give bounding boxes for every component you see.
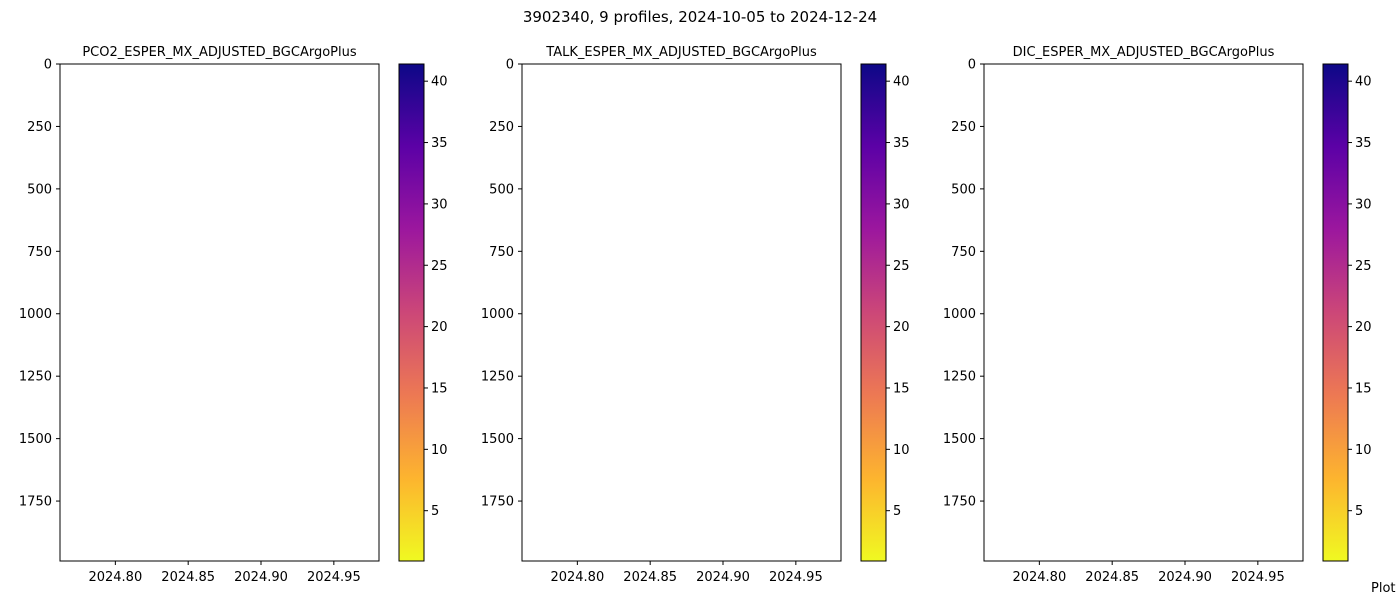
colorbar-tick-label: 40: [431, 75, 448, 90]
x-tick-label: 2024.80: [1012, 570, 1066, 585]
colorbar-tick-label: 40: [1355, 75, 1372, 90]
colorbar-tick-label: 10: [893, 443, 910, 458]
colorbar-scale: [1322, 63, 1349, 562]
colorbar-tick-label: 20: [1355, 320, 1372, 335]
colorbar-tick-label: 20: [893, 320, 910, 335]
panel-3: DIC_ESPER_MX_ADJUSTED_BGCArgoPlus 0 250 500…: [943, 45, 1372, 585]
colorbar-tick-label: 30: [893, 197, 910, 212]
y-tick-label: 250: [27, 120, 52, 135]
y-tick-label: 750: [489, 245, 514, 260]
y-tick-label: 1750: [481, 495, 514, 510]
footer-text: Plot: [1371, 581, 1396, 596]
colorbar-tick-label: 20: [431, 320, 448, 335]
x-tick-label: 2024.80: [88, 570, 142, 585]
y-tick-label: 750: [951, 245, 976, 260]
y-tick-label: 1250: [19, 370, 52, 385]
x-tick-label: 2024.95: [1231, 570, 1285, 585]
x-tick-label: 2024.95: [307, 570, 361, 585]
y-tick-label: 1250: [481, 370, 514, 385]
y-tick-label: 1500: [19, 432, 52, 447]
colorbar-tick-label: 5: [431, 504, 439, 519]
colorbar-tick-label: 35: [893, 136, 910, 151]
panel-1: PCO2_ESPER_MX_ADJUSTED_BGCArgoPlus 0 250 50…: [19, 45, 448, 585]
colorbar-tick-label: 15: [431, 381, 448, 396]
y-tick-label: 500: [27, 182, 52, 197]
panel-2: TALK_ESPER_MX_ADJUSTED_BGCArgoPlus 0 250 50…: [481, 45, 910, 585]
colorbar-tick-label: 5: [1355, 504, 1363, 519]
colorbar-tick-label: 30: [1355, 197, 1372, 212]
figure-title: 3902340, 9 profiles, 2024-10-05 to 2024-…: [522, 8, 878, 26]
y-tick-label: 0: [44, 58, 52, 73]
x-tick-label: 2024.90: [234, 570, 288, 585]
colorbar-tick-label: 25: [431, 259, 448, 274]
x-tick-label: 2024.85: [623, 570, 677, 585]
y-tick-label: 250: [951, 120, 976, 135]
colorbar-tick-label: 25: [1355, 259, 1372, 274]
colorbar-scale: [860, 63, 887, 562]
y-tick-label: 1750: [19, 495, 52, 510]
colorbar-tick-label: 10: [1355, 443, 1372, 458]
colorbar-tick-label: 35: [431, 136, 448, 151]
colorbar-tick-label: 35: [1355, 136, 1372, 151]
y-tick-label: 250: [489, 120, 514, 135]
colorbar: 5 10 15 20 25 30 35 40: [1322, 63, 1372, 562]
colorbar-tick-label: 25: [893, 259, 910, 274]
colorbar-tick-label: 10: [431, 443, 448, 458]
x-tick-label: 2024.95: [769, 570, 823, 585]
x-tick-label: 2024.85: [1085, 570, 1139, 585]
colorbar-tick-label: 5: [893, 504, 901, 519]
y-tick-label: 1000: [19, 307, 52, 322]
y-tick-label: 1500: [481, 432, 514, 447]
x-tick-label: 2024.90: [1158, 570, 1212, 585]
y-tick-label: 1250: [943, 370, 976, 385]
colorbar-tick-label: 15: [1355, 381, 1372, 396]
y-tick-label: 1500: [943, 432, 976, 447]
colorbar-tick-label: 15: [893, 381, 910, 396]
colorbar-tick-label: 40: [893, 75, 910, 90]
y-tick-label: 1000: [481, 307, 514, 322]
plot-area: [521, 63, 842, 562]
x-tick-label: 2024.85: [161, 570, 215, 585]
y-tick-label: 1000: [943, 307, 976, 322]
plot-area: [983, 63, 1304, 562]
panel-title: DIC_ESPER_MX_ADJUSTED_BGCArgoPlus: [1013, 45, 1275, 60]
x-tick-label: 2024.80: [550, 570, 604, 585]
y-tick-label: 750: [27, 245, 52, 260]
colorbar-scale: [398, 63, 425, 562]
plot-area: [59, 63, 380, 562]
y-tick-label: 0: [506, 58, 514, 73]
panel-title: TALK_ESPER_MX_ADJUSTED_BGCArgoPlus: [545, 45, 817, 60]
x-tick-label: 2024.90: [696, 570, 750, 585]
y-tick-label: 1750: [943, 495, 976, 510]
colorbar-tick-label: 30: [431, 197, 448, 212]
colorbar: 5 10 15 20 25 30 35 40: [860, 63, 910, 562]
colorbar: 5 10 15 20 25 30 35 40: [398, 63, 448, 562]
panel-title: PCO2_ESPER_MX_ADJUSTED_BGCArgoPlus: [82, 45, 357, 60]
y-tick-label: 500: [489, 182, 514, 197]
y-tick-label: 500: [951, 182, 976, 197]
y-tick-label: 0: [968, 58, 976, 73]
